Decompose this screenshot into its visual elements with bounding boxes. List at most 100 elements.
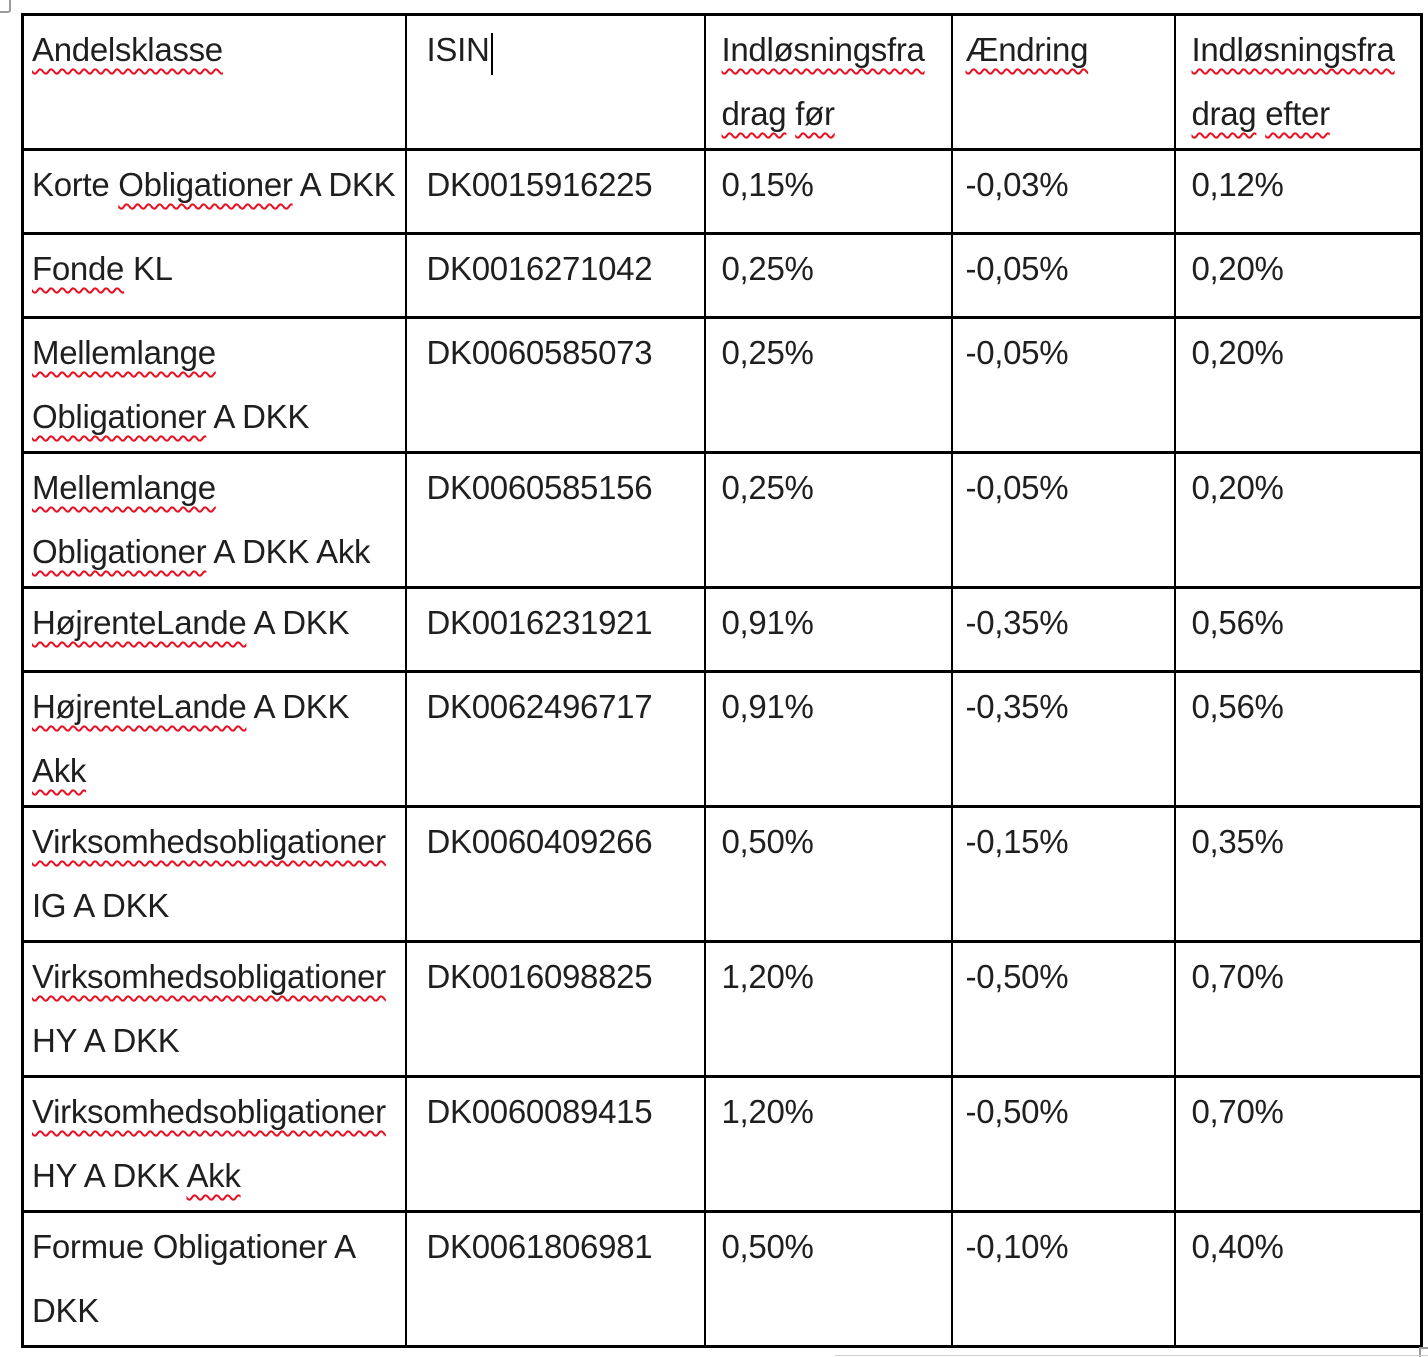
cell-text-line: ISIN	[427, 18, 700, 82]
cell[interactable]: DK0060585156	[404, 451, 706, 589]
text-segment: -0,10%	[965, 1228, 1069, 1265]
cell[interactable]: 0,56%	[1173, 670, 1423, 808]
cell-text-line: Mellemlange	[32, 321, 401, 385]
cell-text-line: 0,70%	[1192, 1080, 1417, 1144]
text-segment: 1,20%	[721, 958, 814, 995]
cell-text-line: 0,70%	[1192, 945, 1417, 1009]
cell[interactable]: 0,25%	[703, 451, 953, 589]
cell[interactable]: 0,91%	[703, 586, 953, 673]
cell-text-line: 0,25%	[722, 237, 947, 301]
cell-text-line: drag før	[722, 82, 947, 146]
cell-text-line: 0,25%	[722, 321, 947, 385]
cell[interactable]: 0,20%	[1173, 232, 1423, 319]
text-segment: 0,20%	[1191, 250, 1284, 287]
cell[interactable]: Virksomhedsobligationer HY A DKK Akk	[21, 1075, 407, 1213]
cell-text-line: 1,20%	[722, 1080, 947, 1144]
misspelled-word: drag	[1191, 95, 1257, 132]
table-row: Virksomhedsobligationer HY A DKK Akk DK006…	[21, 1075, 1423, 1213]
cell-text-line: -0,10%	[966, 1215, 1170, 1279]
cell[interactable]: DK0060089415	[404, 1075, 706, 1213]
cell-text-line: HøjrenteLande A DKK	[32, 675, 401, 739]
cell[interactable]: -0,10%	[950, 1210, 1176, 1348]
cell[interactable]: 0,70%	[1173, 940, 1423, 1078]
cell[interactable]: Virksomhedsobligationer IG A DKK	[21, 805, 407, 943]
misspelled-word: før	[795, 95, 835, 132]
text-segment: 0,70%	[1191, 958, 1284, 995]
cell-text-line: Andelsklasse	[32, 18, 401, 82]
cell[interactable]: DK0060585073	[404, 316, 706, 454]
text-segment: DKK	[32, 1292, 99, 1329]
cell[interactable]: 0,50%	[703, 805, 953, 943]
text-segment: 0,56%	[1191, 688, 1284, 725]
text-segment: 0,50%	[721, 1228, 814, 1265]
cell[interactable]: Mellemlange Obligationer A DKK	[21, 316, 407, 454]
cell-text-line: drag efter	[1192, 82, 1417, 146]
cell[interactable]: DK0060409266	[404, 805, 706, 943]
cell-text-line: Obligationer A DKK	[32, 385, 401, 449]
cell[interactable]: Korte Obligationer A DKK	[21, 148, 407, 235]
cell[interactable]: 0,20%	[1173, 316, 1423, 454]
cell-text-line: HøjrenteLande A DKK	[32, 591, 401, 655]
cell-text-line: 0,50%	[722, 810, 947, 874]
misspelled-word: Virksomhedsobligationer	[32, 1093, 386, 1130]
text-segment: A DKK	[246, 604, 350, 641]
table-row: Mellemlange Obligationer A DKK DK006058507…	[21, 316, 1423, 454]
text-segment: DK0061806981	[426, 1228, 653, 1265]
cell[interactable]: 1,20%	[703, 940, 953, 1078]
header-cell-andelsklasse[interactable]: Andelsklasse	[21, 13, 407, 151]
text-segment: DK0060585073	[426, 334, 653, 371]
cell[interactable]: -0,35%	[950, 586, 1176, 673]
cell[interactable]: 0,40%	[1173, 1210, 1423, 1348]
misspelled-word: Obligationer	[118, 166, 293, 203]
cell-text-line: 0,12%	[1192, 153, 1417, 217]
cell[interactable]: -0,05%	[950, 232, 1176, 319]
text-segment: Korte	[32, 166, 119, 203]
cell[interactable]: DK0016098825	[404, 940, 706, 1078]
cell[interactable]: -0,50%	[950, 940, 1176, 1078]
cell[interactable]: HøjrenteLande A DKK Akk	[21, 670, 407, 808]
text-segment: HY A DKK	[32, 1157, 187, 1194]
cell[interactable]: Virksomhedsobligationer HY A DKK	[21, 940, 407, 1078]
cell[interactable]: 0,56%	[1173, 586, 1423, 673]
cell[interactable]: 0,15%	[703, 148, 953, 235]
cell[interactable]: Mellemlange Obligationer A DKK Akk	[21, 451, 407, 589]
cell[interactable]: DK0016271042	[404, 232, 706, 319]
cell[interactable]: DK0016231921	[404, 586, 706, 673]
cell[interactable]: -0,15%	[950, 805, 1176, 943]
cell[interactable]: DK0015916225	[404, 148, 706, 235]
cell[interactable]: -0,05%	[950, 316, 1176, 454]
cell[interactable]: 0,25%	[703, 232, 953, 319]
header-cell-isin[interactable]: ISIN	[404, 13, 706, 151]
cell[interactable]: 0,12%	[1173, 148, 1423, 235]
cell[interactable]: 0,25%	[703, 316, 953, 454]
cell-text-line: 0,56%	[1192, 675, 1417, 739]
cell[interactable]: HøjrenteLande A DKK	[21, 586, 407, 673]
header-cell-indloesningsfradrag-foer[interactable]: Indløsningsfra drag før	[703, 13, 953, 151]
cell[interactable]: DK0061806981	[404, 1210, 706, 1348]
header-cell-aendring[interactable]: Ændring	[950, 13, 1176, 151]
cell[interactable]: 0,70%	[1173, 1075, 1423, 1213]
cell[interactable]: 0,91%	[703, 670, 953, 808]
text-segment: Formue Obligationer A	[32, 1228, 356, 1265]
cell[interactable]: 0,20%	[1173, 451, 1423, 589]
text-segment: -0,05%	[965, 469, 1069, 506]
cell-text-line: 0,56%	[1192, 591, 1417, 655]
text-segment: DK0016098825	[426, 958, 653, 995]
text-segment: ISIN	[426, 31, 490, 68]
table-row: Formue Obligationer A DKK DK0061806981 0,50…	[21, 1210, 1423, 1348]
cell[interactable]: -0,05%	[950, 451, 1176, 589]
header-cell-indloesningsfradrag-efter[interactable]: Indløsningsfra drag efter	[1173, 13, 1423, 151]
cell[interactable]: 1,20%	[703, 1075, 953, 1213]
cell[interactable]: -0,35%	[950, 670, 1176, 808]
cell[interactable]: -0,50%	[950, 1075, 1176, 1213]
text-segment: KL	[124, 250, 173, 287]
cell[interactable]: Formue Obligationer A DKK	[21, 1210, 407, 1348]
cell[interactable]: -0,03%	[950, 148, 1176, 235]
cell-text-line: HY A DKK Akk	[32, 1144, 401, 1208]
table-row: Virksomhedsobligationer IG A DKK DK0060409…	[21, 805, 1423, 943]
cell[interactable]: 0,35%	[1173, 805, 1423, 943]
text-cursor	[491, 33, 494, 75]
cell[interactable]: DK0062496717	[404, 670, 706, 808]
cell[interactable]: 0,50%	[703, 1210, 953, 1348]
cell[interactable]: Fonde KL	[21, 232, 407, 319]
